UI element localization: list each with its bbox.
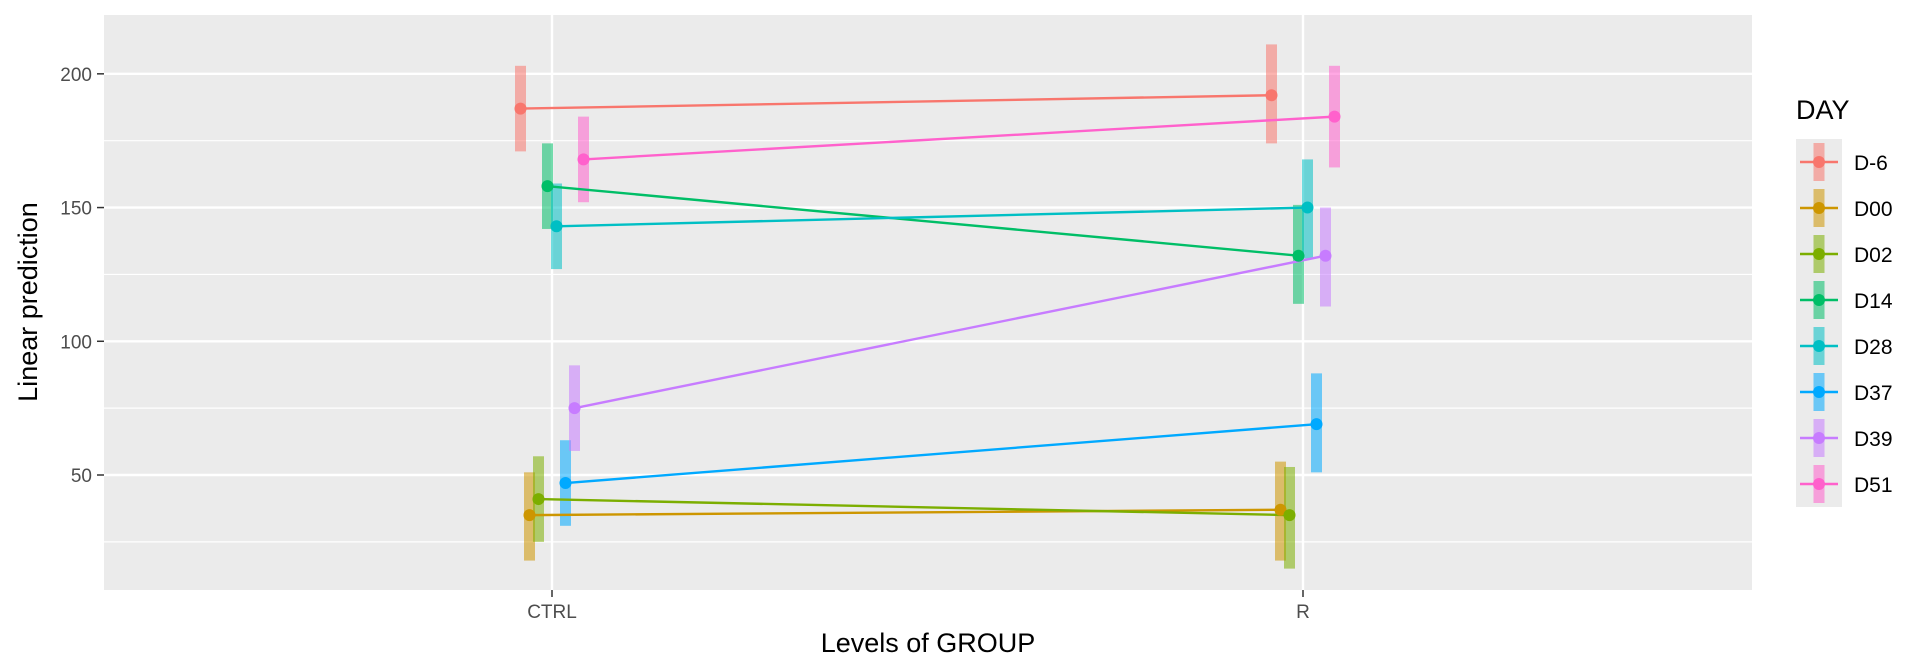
legend-label: D37	[1854, 382, 1893, 405]
legend-key-point	[1813, 432, 1825, 444]
y-tick-label: 50	[71, 466, 92, 487]
legend-key-point	[1813, 386, 1825, 398]
point-d02	[532, 493, 545, 506]
legend-label: D28	[1854, 336, 1893, 359]
legend-item-d14: D14	[1796, 277, 1893, 323]
point-d51	[577, 153, 590, 166]
legend: DAY D-6 D00 D02 D14 D28 D37 D39 D51	[1796, 95, 1893, 507]
point-d28	[550, 220, 563, 233]
y-axis-title: Linear prediction	[13, 202, 43, 402]
axis-ticks: 50 100 150 200 CTRL R	[60, 65, 1310, 623]
point-d37	[1310, 418, 1323, 431]
x-tick-label: R	[1296, 602, 1310, 623]
legend-label: D39	[1854, 428, 1893, 451]
x-tick-label: CTRL	[527, 602, 577, 623]
plot-panel	[104, 15, 1752, 590]
legend-item-d28: D28	[1796, 323, 1893, 369]
legend-label: D14	[1854, 290, 1893, 313]
legend-label: D02	[1854, 244, 1893, 267]
legend-key-point	[1813, 478, 1825, 490]
series-line-d00	[529, 508, 1281, 517]
legend-item-d02: D02	[1796, 231, 1893, 277]
point-d14	[1292, 249, 1305, 262]
point-d39	[1319, 249, 1332, 262]
legend-item-d00: D00	[1796, 185, 1893, 231]
legend-item-d39: D39	[1796, 415, 1893, 461]
series-line-d37	[565, 422, 1317, 485]
legend-title: DAY	[1796, 95, 1850, 125]
point-d39	[568, 402, 581, 415]
point-d-6	[1265, 89, 1278, 102]
legend-item-d51: D51	[1796, 461, 1893, 507]
legend-key-point	[1813, 156, 1825, 168]
series-line-d28	[556, 206, 1308, 228]
point-d00	[1274, 503, 1287, 516]
legend-key-point	[1813, 340, 1825, 352]
point-d51	[1328, 110, 1341, 123]
point-d37	[559, 477, 572, 490]
legend-key-point	[1813, 248, 1825, 260]
series-line-d51	[583, 115, 1335, 161]
series-line-d-6	[520, 94, 1272, 110]
point-d02	[1283, 509, 1296, 522]
legend-label: D00	[1854, 198, 1893, 221]
point-d14	[541, 180, 554, 193]
point-d-6	[514, 102, 527, 115]
legend-key-point	[1813, 294, 1825, 306]
legend-item-d-6: D-6	[1796, 139, 1888, 185]
point-d28	[1301, 201, 1314, 214]
legend-label: D-6	[1854, 152, 1888, 175]
legend-item-d37: D37	[1796, 369, 1893, 415]
legend-label: D51	[1854, 474, 1893, 497]
x-axis-title: Levels of GROUP	[821, 628, 1036, 658]
y-tick-label: 100	[60, 332, 92, 353]
y-tick-label: 200	[60, 65, 92, 86]
chart-marks	[514, 44, 1341, 569]
point-d00	[523, 509, 536, 522]
legend-key-point	[1813, 202, 1825, 214]
series-line-d14	[547, 184, 1299, 257]
series-line-d39	[574, 254, 1326, 410]
series-line-d02	[538, 497, 1290, 517]
y-tick-label: 150	[60, 199, 92, 220]
